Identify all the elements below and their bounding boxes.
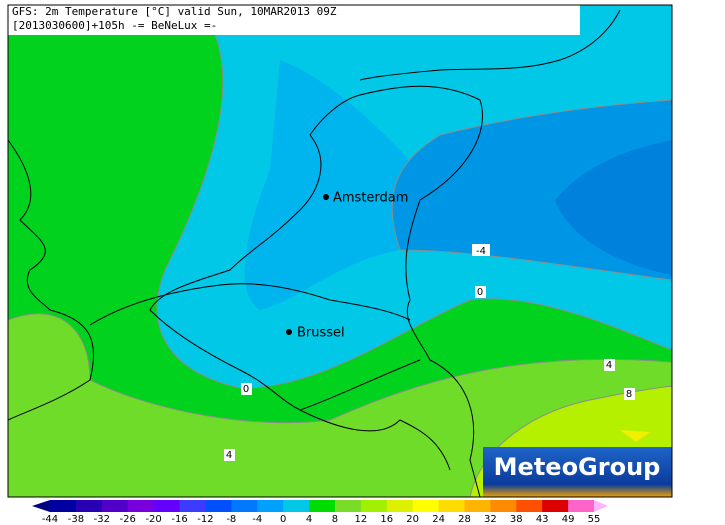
colorbar-label: -32	[94, 514, 110, 525]
colorbar-segment	[568, 500, 595, 512]
colorbar-label: -12	[197, 514, 213, 525]
coastline	[359, 9, 621, 81]
colorbar-segment	[283, 500, 310, 512]
colorbar-label: -16	[171, 514, 187, 525]
colorbar-label: 28	[458, 514, 471, 525]
city-dot	[323, 194, 329, 200]
colorbar-label: -4	[252, 514, 262, 525]
isotherm	[156, 34, 673, 389]
colorbar-segment	[231, 500, 258, 512]
colorbar-label: 43	[536, 514, 549, 525]
cool-zone	[244, 60, 415, 310]
contour-label-bg	[475, 286, 486, 298]
colorbar-segment	[309, 500, 336, 512]
colorbar-label: 4	[306, 514, 312, 525]
colorbar-label: 55	[588, 514, 601, 525]
colorbar-segment	[75, 500, 103, 512]
contour-label-bg	[241, 383, 252, 395]
colorbar-segment	[516, 500, 543, 512]
colorbar-segment	[490, 500, 517, 512]
subtitle: [2013030600]+105h -= BeNeLux =-	[12, 19, 217, 32]
map-frame	[7, 4, 673, 498]
colorbar-label: -38	[68, 514, 84, 525]
colorbar-label: 24	[432, 514, 445, 525]
border	[89, 283, 411, 326]
colorbar-label: 38	[510, 514, 523, 525]
contour-label: 8	[626, 389, 632, 400]
colorbar-label: -44	[42, 514, 58, 525]
contour-label: 0	[243, 384, 249, 395]
colorbar-segment	[127, 500, 155, 512]
colorbar-label: 16	[380, 514, 393, 525]
colorbar-label: 12	[354, 514, 367, 525]
colorbar-arrow	[32, 500, 50, 512]
contour-label-bg	[472, 244, 490, 256]
colorbar-segment	[50, 500, 77, 512]
warm-patch	[620, 430, 650, 442]
colorbar-segment	[153, 500, 181, 512]
coastline	[7, 139, 95, 421]
colorbar-label: 8	[332, 514, 338, 525]
city-label: Brussel	[297, 326, 345, 341]
contour-label: 4	[226, 450, 232, 461]
coastline	[149, 134, 421, 411]
contour-label-bg	[624, 388, 635, 400]
colorbar-segment	[179, 500, 206, 512]
contour-label: 0	[477, 287, 483, 298]
colorbar-segment	[412, 500, 440, 512]
colorbar-segment	[101, 500, 129, 512]
isotherm	[391, 99, 673, 281]
colorbar-segment	[542, 500, 569, 512]
colorbar-segment	[360, 500, 388, 512]
city-label: Amsterdam	[333, 191, 408, 206]
logo: MeteoGroup	[494, 453, 661, 481]
colorbar-segment	[205, 500, 232, 512]
colorbar-label: 32	[484, 514, 497, 525]
colorbar-segment	[386, 500, 414, 512]
colorbar-label: -8	[226, 514, 236, 525]
colorbar-label: 0	[280, 514, 286, 525]
map: Amsterdam Brussel -4 0 0 4 4 8 GFS: 2m T…	[7, 4, 673, 498]
isotherm	[7, 313, 673, 424]
colorbar-label: -26	[120, 514, 136, 525]
coldest-zone	[555, 140, 672, 275]
colorbar-label: 49	[562, 514, 575, 525]
colorbar-label: -20	[145, 514, 161, 525]
colorbar-segment	[334, 500, 362, 512]
city-dot	[286, 329, 292, 335]
coastline	[309, 85, 483, 498]
logo-box	[483, 447, 672, 497]
colorbar: -44 -38 -32 -26 -20 -16 -12 -8 -4 0 4 8 12 16 20 24 28 32…	[32, 500, 608, 525]
contour-label-bg	[604, 359, 615, 371]
title: GFS: 2m Temperature [°C] valid Sun, 10MA…	[12, 5, 337, 18]
colorbar-segment	[438, 500, 465, 512]
title-box	[8, 5, 580, 35]
contour-label: -4	[476, 246, 486, 257]
colorbar-arrow	[594, 500, 608, 512]
colorbar-label: 20	[406, 514, 419, 525]
colorbar-segment	[464, 500, 491, 512]
contour-label: 4	[606, 360, 612, 371]
border	[299, 409, 451, 471]
colorbar-segment	[257, 500, 284, 512]
contour-label-bg	[224, 449, 235, 461]
